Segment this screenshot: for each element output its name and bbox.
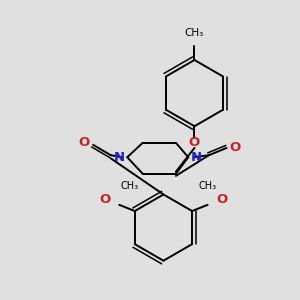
Text: O: O bbox=[79, 136, 90, 149]
Text: CH₃: CH₃ bbox=[120, 182, 138, 191]
Text: N: N bbox=[114, 151, 125, 164]
Text: O: O bbox=[216, 193, 227, 206]
Text: CH₃: CH₃ bbox=[198, 182, 216, 191]
Text: CH₃: CH₃ bbox=[185, 28, 204, 38]
Text: O: O bbox=[189, 136, 200, 149]
Text: O: O bbox=[100, 193, 111, 206]
Text: N: N bbox=[190, 151, 202, 164]
Text: O: O bbox=[230, 141, 241, 154]
